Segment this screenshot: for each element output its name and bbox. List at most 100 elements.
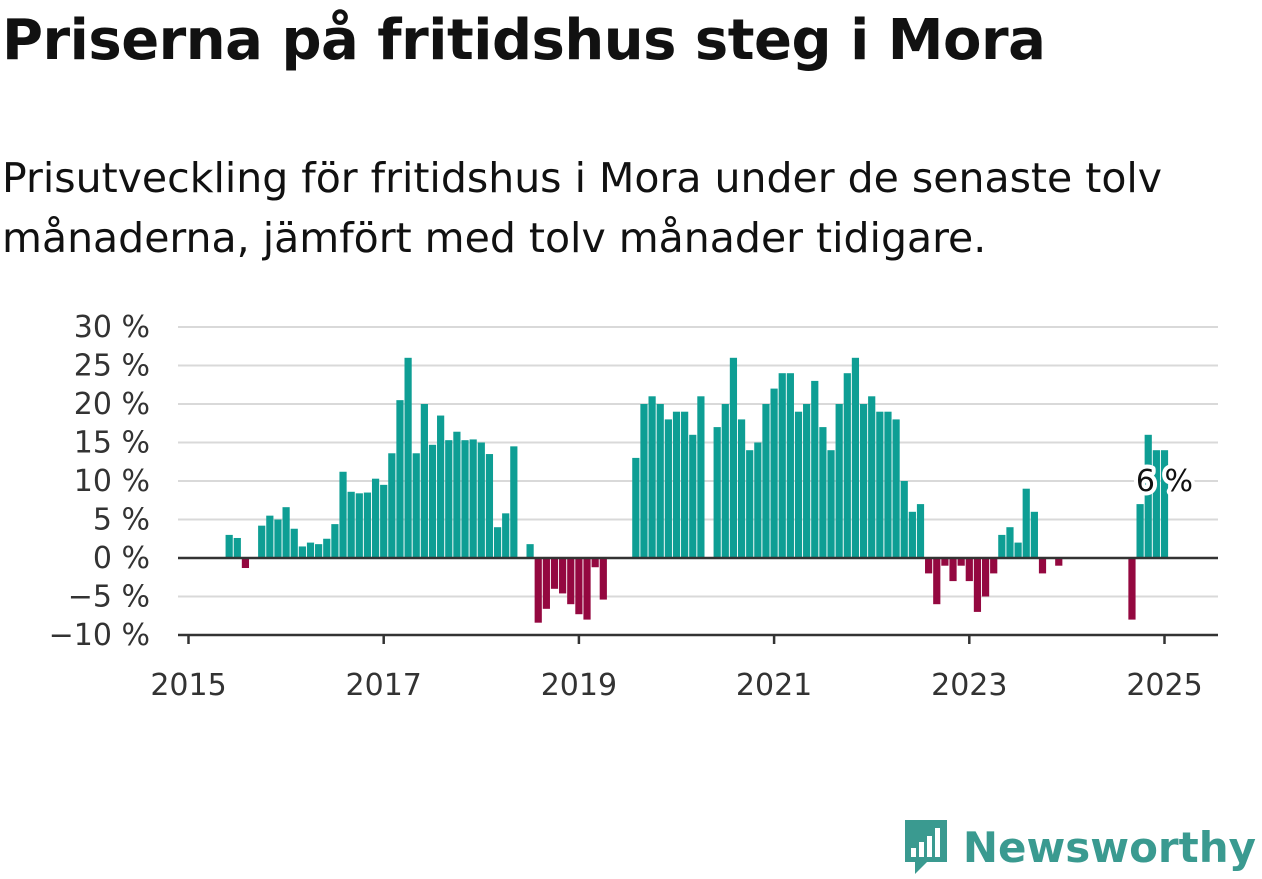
bar bbox=[681, 411, 689, 558]
bar bbox=[323, 538, 331, 558]
bar bbox=[892, 419, 900, 558]
bar bbox=[998, 534, 1006, 558]
bar bbox=[266, 515, 274, 558]
bar bbox=[542, 558, 550, 609]
bar bbox=[461, 440, 469, 558]
bar bbox=[851, 357, 860, 558]
brand: Newsworthy bbox=[901, 818, 1256, 876]
bar bbox=[233, 537, 241, 558]
bar bbox=[428, 444, 437, 558]
bar bbox=[445, 440, 453, 558]
bar bbox=[729, 357, 738, 558]
bar bbox=[502, 513, 510, 558]
bar bbox=[339, 471, 347, 558]
bar bbox=[721, 404, 729, 558]
bar bbox=[664, 419, 672, 558]
y-tick-label: 0 % bbox=[93, 541, 150, 576]
bar bbox=[689, 434, 697, 558]
axes bbox=[178, 556, 1218, 637]
bar bbox=[713, 427, 721, 558]
bar bbox=[550, 558, 559, 589]
bar bbox=[916, 504, 925, 558]
bar bbox=[241, 558, 250, 569]
bar bbox=[786, 373, 794, 558]
bar bbox=[567, 558, 575, 605]
x-tick-label: 2025 bbox=[1126, 668, 1202, 703]
bar bbox=[371, 478, 380, 558]
bar bbox=[1136, 504, 1144, 558]
bar bbox=[298, 546, 306, 558]
bar bbox=[1038, 558, 1047, 574]
bar bbox=[949, 558, 957, 582]
bar bbox=[315, 544, 323, 558]
bar bbox=[306, 542, 315, 558]
x-tick-label: 2019 bbox=[541, 668, 617, 703]
bar bbox=[404, 357, 412, 558]
y-tick-label: −5 % bbox=[68, 580, 150, 615]
bar bbox=[656, 404, 664, 558]
bar bbox=[1022, 488, 1030, 558]
bar bbox=[762, 404, 770, 558]
bar bbox=[290, 528, 298, 558]
y-tick-label: 30 % bbox=[74, 310, 150, 345]
bar bbox=[363, 492, 372, 558]
bar bbox=[632, 457, 640, 558]
bar bbox=[981, 558, 990, 597]
bar bbox=[331, 524, 339, 558]
bar bbox=[526, 544, 534, 558]
bar bbox=[1030, 511, 1038, 558]
annotation-label: 6 % bbox=[1136, 464, 1193, 499]
brand-name: Newsworthy bbox=[962, 822, 1256, 872]
bar bbox=[1144, 434, 1152, 558]
bar bbox=[941, 558, 949, 566]
bar bbox=[648, 396, 656, 558]
bar bbox=[591, 558, 599, 568]
bar bbox=[672, 411, 681, 558]
bar bbox=[990, 558, 998, 574]
y-tick-label: 10 % bbox=[74, 464, 150, 499]
x-tick-label: 2015 bbox=[150, 668, 226, 703]
bar bbox=[973, 558, 982, 612]
bar bbox=[420, 404, 428, 558]
bar bbox=[453, 431, 461, 558]
y-tick-label: 25 % bbox=[74, 349, 150, 384]
bar bbox=[380, 484, 388, 558]
bar bbox=[388, 453, 396, 558]
bar bbox=[510, 446, 518, 558]
y-tick-label: 5 % bbox=[93, 503, 150, 538]
bar bbox=[803, 404, 811, 558]
bar bbox=[640, 404, 648, 558]
bar bbox=[282, 507, 290, 558]
bar bbox=[794, 411, 803, 558]
bar bbox=[1055, 558, 1063, 566]
bar bbox=[737, 419, 746, 558]
bar bbox=[1152, 450, 1160, 558]
bar bbox=[754, 442, 762, 558]
chart-subtitle: Prisutveckling för fritidshus i Mora und… bbox=[2, 154, 1163, 262]
bar bbox=[1160, 450, 1169, 558]
bar bbox=[575, 558, 583, 615]
last-value-annotation: 6 % bbox=[1132, 460, 1197, 503]
bar bbox=[868, 396, 876, 558]
bar bbox=[534, 558, 542, 623]
x-tick-label: 2021 bbox=[736, 668, 812, 703]
bar bbox=[835, 404, 843, 558]
bar bbox=[908, 511, 916, 558]
bar bbox=[1128, 558, 1136, 620]
x-tick-label: 2023 bbox=[931, 668, 1007, 703]
x-axis-labels: 2015 2017 2019 2021 2023 2025 bbox=[150, 635, 1203, 703]
bars bbox=[225, 357, 1169, 623]
chart-title: Priserna på fritidshus steg i Mora bbox=[2, 8, 1046, 73]
bar bbox=[859, 404, 868, 558]
bar bbox=[355, 493, 363, 558]
bar bbox=[811, 380, 819, 558]
bar bbox=[347, 491, 355, 558]
bar bbox=[274, 519, 282, 558]
y-tick-label: −10 % bbox=[49, 618, 150, 653]
bar bbox=[843, 373, 851, 558]
bar bbox=[396, 400, 404, 558]
bar bbox=[827, 450, 835, 558]
bar bbox=[485, 454, 494, 558]
newsworthy-logo-icon bbox=[904, 820, 947, 874]
bar bbox=[965, 558, 973, 582]
